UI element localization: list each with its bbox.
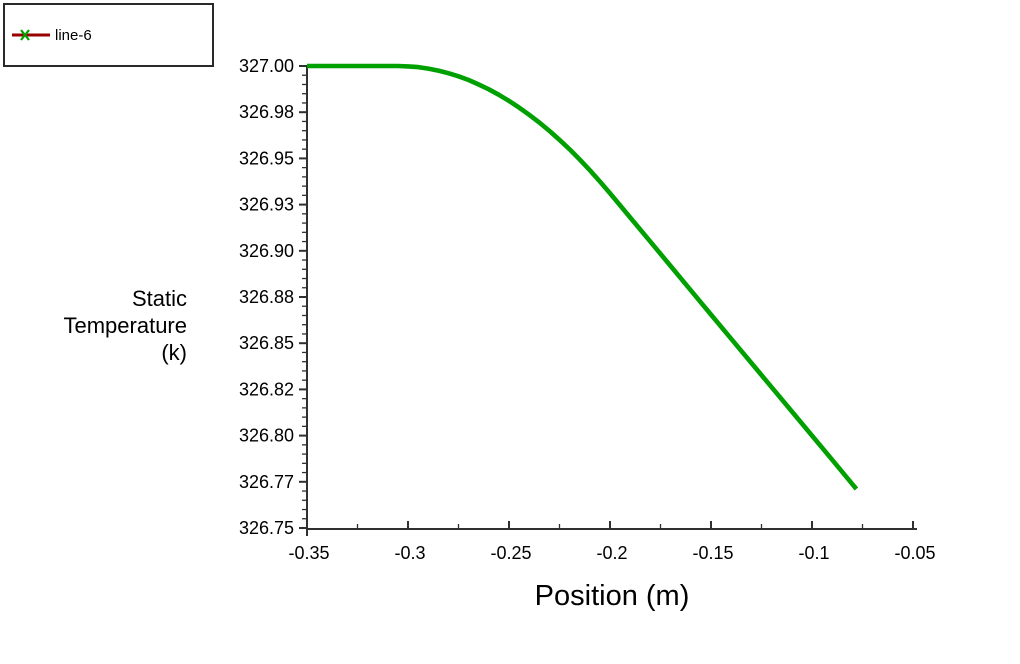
legend-line-swatch <box>12 29 50 41</box>
x-tick-label: -0.25 <box>490 543 531 563</box>
y-tick-label: 327.00 <box>239 56 294 76</box>
y-axis-title-line: Static <box>131 286 187 311</box>
x-tick-label: -0.35 <box>288 543 329 563</box>
y-tick-label: 326.88 <box>239 287 294 307</box>
legend-box: line-6 <box>3 3 214 67</box>
x-tick-label: -0.3 <box>394 543 425 563</box>
y-axis-title: Static Temperature (k) <box>0 285 187 366</box>
y-tick-label: 326.82 <box>239 379 294 399</box>
legend-x-marker-icon <box>20 29 30 41</box>
y-tick-label: 326.95 <box>239 148 294 168</box>
x-axis-title: Position (m) <box>534 580 690 612</box>
y-tick-label: 326.75 <box>239 518 294 538</box>
legend-label: line-6 <box>55 26 92 44</box>
y-axis-title-line: (k) <box>161 340 187 365</box>
y-axis-title-line: Temperature <box>63 313 187 338</box>
y-tick-label: 326.90 <box>239 241 294 261</box>
y-tick-label: 326.85 <box>239 333 294 353</box>
x-tick-label: -0.1 <box>798 543 829 563</box>
y-tick-label: 326.77 <box>239 472 294 492</box>
x-tick-label: -0.2 <box>596 543 627 563</box>
x-tick-label: -0.05 <box>894 543 935 563</box>
y-tick-label: 326.93 <box>239 195 294 215</box>
y-tick-label: 326.98 <box>239 102 294 122</box>
x-tick-label: -0.15 <box>692 543 733 563</box>
series-curve-line-6 <box>307 63 859 491</box>
y-tick-label: 326.80 <box>239 426 294 446</box>
